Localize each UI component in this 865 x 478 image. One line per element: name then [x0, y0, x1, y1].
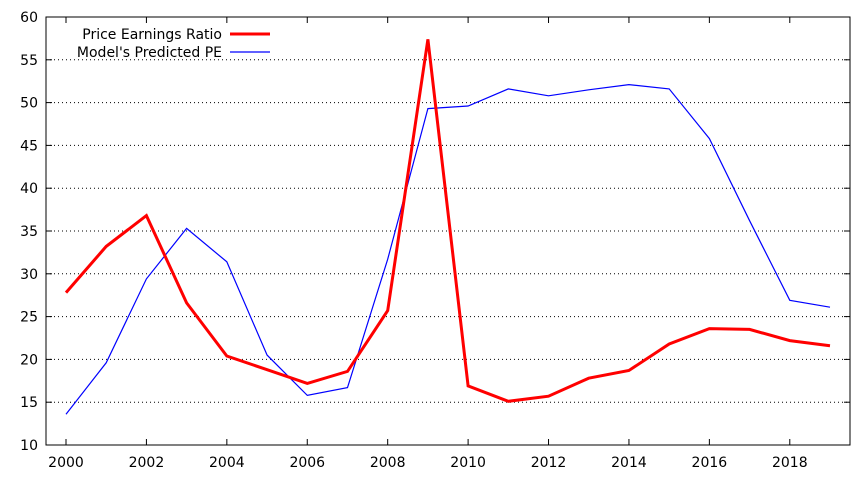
y-tick-label: 50 — [20, 96, 38, 112]
x-tick-label: 2014 — [611, 455, 647, 471]
x-tick-label: 2002 — [129, 455, 165, 471]
y-tick-label: 55 — [20, 53, 38, 69]
legend-label: Model's Predicted PE — [77, 45, 222, 61]
y-tick-label: 15 — [20, 395, 38, 411]
tick-labels: 10 15 20 25 30 35 40 45 50 55 60 2000 2002 2004 2006 20… — [20, 10, 807, 471]
x-tick-label: 2004 — [209, 455, 245, 471]
x-tick-label: 2006 — [289, 455, 325, 471]
y-tick-label: 35 — [20, 224, 38, 240]
series-line-price-earnings-ratio — [64, 39, 831, 403]
y-tick-label: 20 — [20, 352, 38, 368]
grid-lines — [46, 59, 850, 403]
y-tick-label: 25 — [20, 310, 38, 326]
series-lines — [64, 39, 831, 415]
y-tick-label: 10 — [20, 438, 38, 454]
y-tick-label: 40 — [20, 181, 38, 197]
x-tick-label: 2010 — [450, 455, 486, 471]
series-line-model-predicted-pe — [65, 83, 831, 415]
x-tick-label: 2012 — [531, 455, 567, 471]
x-tick-label: 2008 — [370, 455, 406, 471]
x-tick-label: 2000 — [48, 455, 84, 471]
axes — [45, 16, 851, 446]
x-tick-label: 2016 — [692, 455, 728, 471]
x-tick-label: 2018 — [772, 455, 808, 471]
y-tick-label: 30 — [20, 267, 38, 283]
y-tick-label: 60 — [20, 10, 38, 26]
legend-label: Price Earnings Ratio — [82, 27, 222, 43]
y-tick-label: 45 — [20, 138, 38, 154]
legend: Price Earnings Ratio Model's Predicted PE — [77, 27, 270, 61]
